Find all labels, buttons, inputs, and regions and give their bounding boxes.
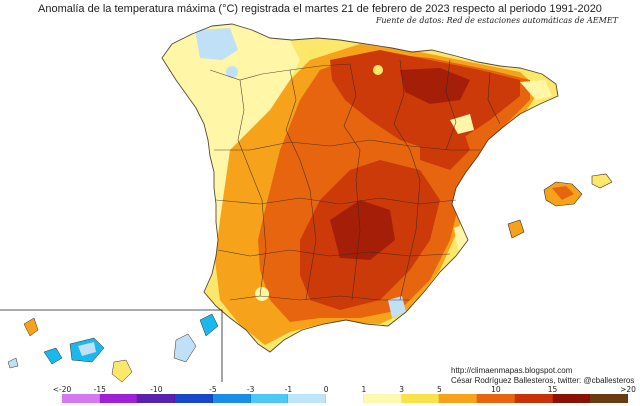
legend-tick-label: -3 (246, 385, 255, 394)
legend-swatch (552, 394, 591, 403)
legend-tick-label: >20 (620, 385, 636, 394)
legend-swatch (439, 394, 478, 403)
legend-swatch (250, 394, 289, 403)
legend-swatch (212, 394, 251, 403)
map-title: Anomalía de la temperatura máxima (°C) r… (38, 3, 602, 15)
canary-islands-inset (0, 309, 223, 383)
blog-url: http://climaenmapas.blogspot.com (451, 366, 573, 375)
legend-swatch (175, 394, 213, 403)
legend-tick-label: -10 (150, 385, 163, 394)
province-borders (161, 23, 559, 353)
color-scale-legend: <-20 -15 -10 -5 -3 -1 0 1 3 5 10 15 >20 (53, 385, 636, 405)
legend-tick-label: -5 (209, 385, 217, 394)
legend-swatch (326, 394, 364, 403)
legend-swatch (363, 394, 402, 403)
legend-tick-label: 0 (323, 385, 329, 394)
legend-tick-label: <-20 (52, 385, 72, 394)
legend-tick-label: 1 (361, 385, 367, 394)
legend-tick-label: -15 (93, 385, 106, 394)
legend-swatch (137, 394, 176, 403)
balearic-islands (507, 173, 613, 239)
legend-swatch (288, 394, 327, 403)
legend-tick-label: 3 (399, 385, 404, 394)
legend-swatch (477, 394, 515, 403)
legend-swatch (514, 394, 553, 403)
legend-color-bar (62, 394, 629, 403)
data-source-note: Fuente de datos: Red de estaciones autom… (375, 16, 618, 25)
legend-tick-label: 10 (491, 385, 501, 394)
author-credit: César Rodríguez Ballesteros, twitter: @c… (451, 376, 635, 385)
legend-swatch (99, 394, 138, 403)
legend-tick-label: -1 (284, 385, 293, 394)
legend-swatch (62, 394, 100, 403)
legend-swatch (401, 394, 440, 403)
legend-tick-label: 15 (547, 385, 558, 394)
legend-tick-label: 5 (436, 385, 442, 394)
legend-swatch (590, 394, 629, 403)
